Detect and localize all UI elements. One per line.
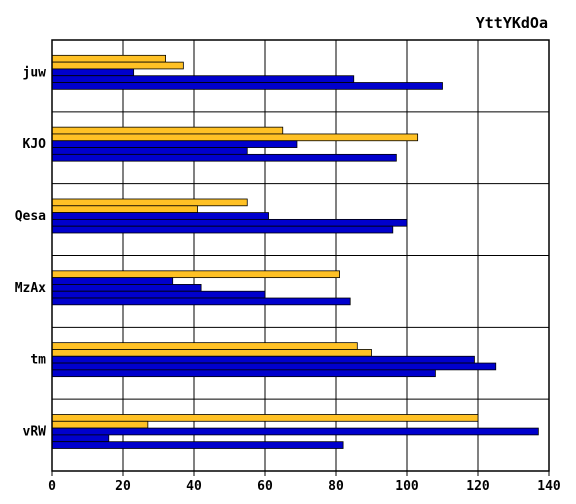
category-label: Qesa xyxy=(15,209,46,224)
category-label: tm xyxy=(30,353,46,368)
bar xyxy=(51,218,408,227)
bar xyxy=(51,140,298,148)
category-label: KJO xyxy=(23,137,47,152)
chart-title: YttYKdOa xyxy=(476,14,548,32)
bar xyxy=(51,362,497,371)
category-label: juw xyxy=(23,65,47,80)
plot-frame xyxy=(51,39,550,472)
bar xyxy=(51,297,351,306)
bar xyxy=(51,126,284,135)
x-tick-label: 140 xyxy=(537,479,561,494)
x-tick-label: 60 xyxy=(257,479,273,494)
bar xyxy=(51,420,149,429)
bar xyxy=(51,277,174,285)
bar xyxy=(51,434,110,443)
category-label: vRW xyxy=(23,424,47,439)
bar xyxy=(51,82,443,90)
bar xyxy=(51,205,198,213)
bar xyxy=(51,349,372,357)
bar xyxy=(51,270,340,279)
bar xyxy=(51,369,436,378)
bar xyxy=(51,198,248,207)
bar xyxy=(51,290,266,299)
bar xyxy=(51,153,397,162)
x-axis-ticks: 0 20 40 60 80 100 120 140 xyxy=(48,479,561,494)
bar xyxy=(51,54,166,63)
x-tick-label: 20 xyxy=(115,479,131,494)
bar xyxy=(51,75,355,83)
bar xyxy=(51,147,248,155)
bars xyxy=(51,54,539,449)
x-tick-label: 0 xyxy=(48,479,56,494)
bar xyxy=(51,68,135,77)
bar xyxy=(51,212,269,220)
x-tick-label: 80 xyxy=(328,479,344,494)
bar xyxy=(51,284,202,292)
bar xyxy=(51,133,419,142)
x-tick-label: 120 xyxy=(466,479,490,494)
y-axis-categories: juw KJO Qesa MzAx tm vRW xyxy=(15,65,46,439)
category-label: MzAx xyxy=(15,281,46,296)
x-tick-label: 40 xyxy=(186,479,202,494)
x-tick-label: 100 xyxy=(395,479,419,494)
bar xyxy=(51,414,479,422)
bar xyxy=(51,342,358,350)
bar xyxy=(51,427,539,436)
grid xyxy=(51,40,550,476)
bar xyxy=(51,225,394,234)
bar xyxy=(51,61,184,70)
bar xyxy=(51,441,344,449)
bar xyxy=(51,355,475,364)
